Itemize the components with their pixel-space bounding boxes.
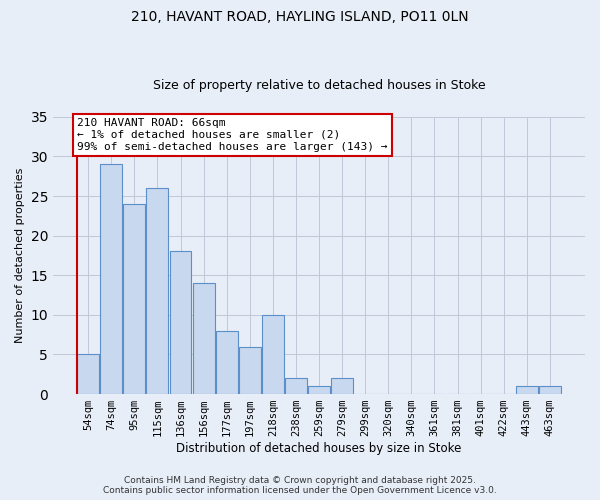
Bar [539,386,561,394]
Bar [146,188,169,394]
Text: 210, HAVANT ROAD, HAYLING ISLAND, PO11 0LN: 210, HAVANT ROAD, HAYLING ISLAND, PO11 0… [131,10,469,24]
Bar [100,164,122,394]
Title: Size of property relative to detached houses in Stoke: Size of property relative to detached ho… [153,79,485,92]
Bar [239,346,261,394]
Bar [285,378,307,394]
Bar [516,386,538,394]
Bar [262,315,284,394]
Bar [77,354,99,394]
Y-axis label: Number of detached properties: Number of detached properties [15,168,25,343]
Text: Contains HM Land Registry data © Crown copyright and database right 2025.
Contai: Contains HM Land Registry data © Crown c… [103,476,497,495]
Bar [331,378,353,394]
X-axis label: Distribution of detached houses by size in Stoke: Distribution of detached houses by size … [176,442,462,455]
Bar [308,386,330,394]
Bar [124,204,145,394]
Bar [170,252,191,394]
Text: 210 HAVANT ROAD: 66sqm
← 1% of detached houses are smaller (2)
99% of semi-detac: 210 HAVANT ROAD: 66sqm ← 1% of detached … [77,118,388,152]
Bar [193,283,215,394]
Bar [216,330,238,394]
